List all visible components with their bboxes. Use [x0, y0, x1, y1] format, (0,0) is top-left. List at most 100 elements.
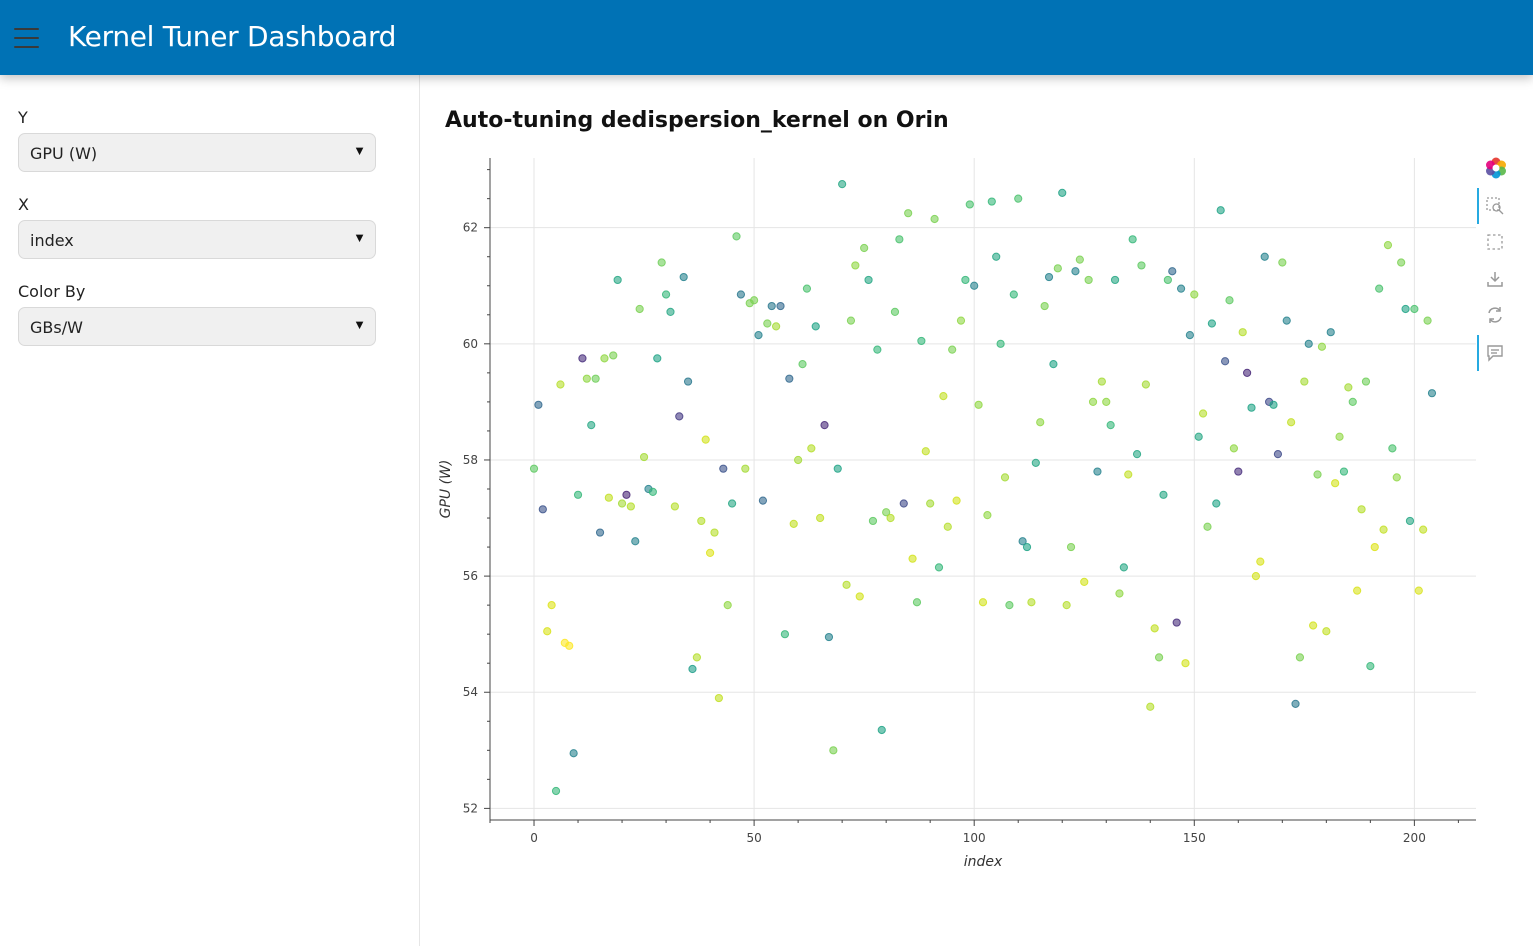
data-point[interactable]	[934, 563, 944, 572]
data-point[interactable]	[1132, 450, 1142, 459]
data-point[interactable]	[556, 380, 565, 389]
data-point[interactable]	[1326, 328, 1335, 337]
data-point[interactable]	[1097, 377, 1106, 386]
data-point[interactable]	[1256, 557, 1265, 566]
data-point[interactable]	[591, 374, 600, 383]
data-point[interactable]	[1014, 194, 1023, 203]
data-point[interactable]	[573, 490, 583, 499]
data-point[interactable]	[582, 374, 591, 383]
data-point[interactable]	[622, 490, 631, 499]
data-point[interactable]	[1005, 601, 1014, 610]
data-point[interactable]	[1405, 516, 1415, 526]
data-point[interactable]	[578, 354, 587, 363]
data-point[interactable]	[670, 502, 679, 511]
data-point[interactable]	[1335, 432, 1344, 441]
data-point[interactable]	[895, 235, 904, 244]
data-point[interactable]	[926, 499, 935, 508]
data-point[interactable]	[1088, 397, 1098, 406]
data-point[interactable]	[794, 455, 803, 465]
data-point[interactable]	[1036, 418, 1045, 427]
data-point[interactable]	[1282, 316, 1291, 325]
data-point[interactable]	[688, 664, 697, 674]
data-point[interactable]	[877, 725, 886, 735]
box-select-icon[interactable]	[1485, 232, 1505, 252]
data-point[interactable]	[802, 284, 812, 293]
data-point[interactable]	[1300, 377, 1309, 386]
data-point[interactable]	[1146, 702, 1155, 711]
data-point[interactable]	[1115, 589, 1124, 598]
data-point[interactable]	[1291, 699, 1300, 708]
y-select[interactable]: GPU (W) ▼	[18, 133, 376, 172]
data-point[interactable]	[1163, 275, 1172, 285]
data-point[interactable]	[1009, 290, 1018, 299]
data-point[interactable]	[1066, 542, 1076, 552]
data-point[interactable]	[534, 400, 543, 409]
data-point[interactable]	[714, 693, 723, 703]
data-point[interactable]	[1220, 357, 1230, 366]
data-point[interactable]	[543, 627, 552, 636]
data-point[interactable]	[1287, 418, 1296, 427]
data-point[interactable]	[692, 653, 701, 662]
data-point[interactable]	[996, 339, 1005, 348]
data-point[interactable]	[816, 513, 825, 523]
data-point[interactable]	[1357, 505, 1366, 514]
data-point[interactable]	[873, 345, 882, 354]
data-point[interactable]	[750, 296, 759, 305]
data-point[interactable]	[648, 487, 657, 497]
data-point[interactable]	[1331, 479, 1340, 488]
data-point[interactable]	[1383, 241, 1393, 250]
data-point[interactable]	[1093, 467, 1102, 476]
data-point[interactable]	[780, 630, 790, 639]
data-point[interactable]	[1370, 542, 1379, 552]
data-point[interactable]	[1040, 301, 1049, 311]
data-point[interactable]	[701, 435, 710, 444]
data-point[interactable]	[1053, 264, 1062, 273]
data-point[interactable]	[1238, 328, 1247, 337]
data-point[interactable]	[1278, 258, 1287, 267]
data-point[interactable]	[617, 499, 627, 508]
data-point[interactable]	[1339, 467, 1349, 476]
data-point[interactable]	[943, 522, 952, 531]
data-point[interactable]	[846, 316, 856, 325]
data-point[interactable]	[683, 377, 693, 386]
data-point[interactable]	[569, 749, 578, 758]
data-point[interactable]	[1203, 522, 1212, 531]
data-point[interactable]	[842, 580, 851, 589]
data-point[interactable]	[754, 331, 763, 340]
data-point[interactable]	[547, 601, 556, 610]
data-point[interactable]	[1084, 275, 1093, 285]
data-point[interactable]	[1018, 537, 1027, 546]
data-point[interactable]	[1176, 284, 1186, 293]
data-point[interactable]	[1361, 377, 1371, 386]
data-point[interactable]	[829, 746, 838, 755]
data-point[interactable]	[917, 336, 926, 346]
data-point[interactable]	[723, 601, 732, 610]
data-point[interactable]	[666, 307, 675, 316]
data-point[interactable]	[1269, 400, 1278, 409]
data-point[interactable]	[631, 537, 640, 546]
x-select[interactable]: index ▼	[18, 220, 376, 259]
data-point[interactable]	[1216, 206, 1225, 215]
data-point[interactable]	[1124, 470, 1133, 479]
data-point[interactable]	[882, 508, 891, 517]
data-point[interactable]	[1022, 542, 1032, 552]
data-point[interactable]	[1049, 360, 1058, 369]
data-point[interactable]	[978, 598, 988, 607]
data-point[interactable]	[1168, 267, 1177, 276]
reset-icon[interactable]	[1485, 305, 1505, 325]
data-point[interactable]	[851, 261, 860, 270]
data-point[interactable]	[1313, 470, 1322, 479]
data-point[interactable]	[626, 502, 635, 511]
data-point[interactable]	[987, 197, 996, 206]
data-point[interactable]	[565, 641, 574, 650]
data-point[interactable]	[1344, 383, 1353, 392]
data-point[interactable]	[736, 290, 746, 299]
data-point[interactable]	[732, 232, 741, 241]
data-point[interactable]	[785, 374, 794, 383]
data-point[interactable]	[538, 505, 547, 514]
bokeh-logo-icon[interactable]	[1485, 157, 1506, 179]
data-point[interactable]	[1388, 444, 1397, 453]
data-point[interactable]	[908, 554, 917, 563]
data-point[interactable]	[833, 464, 842, 473]
